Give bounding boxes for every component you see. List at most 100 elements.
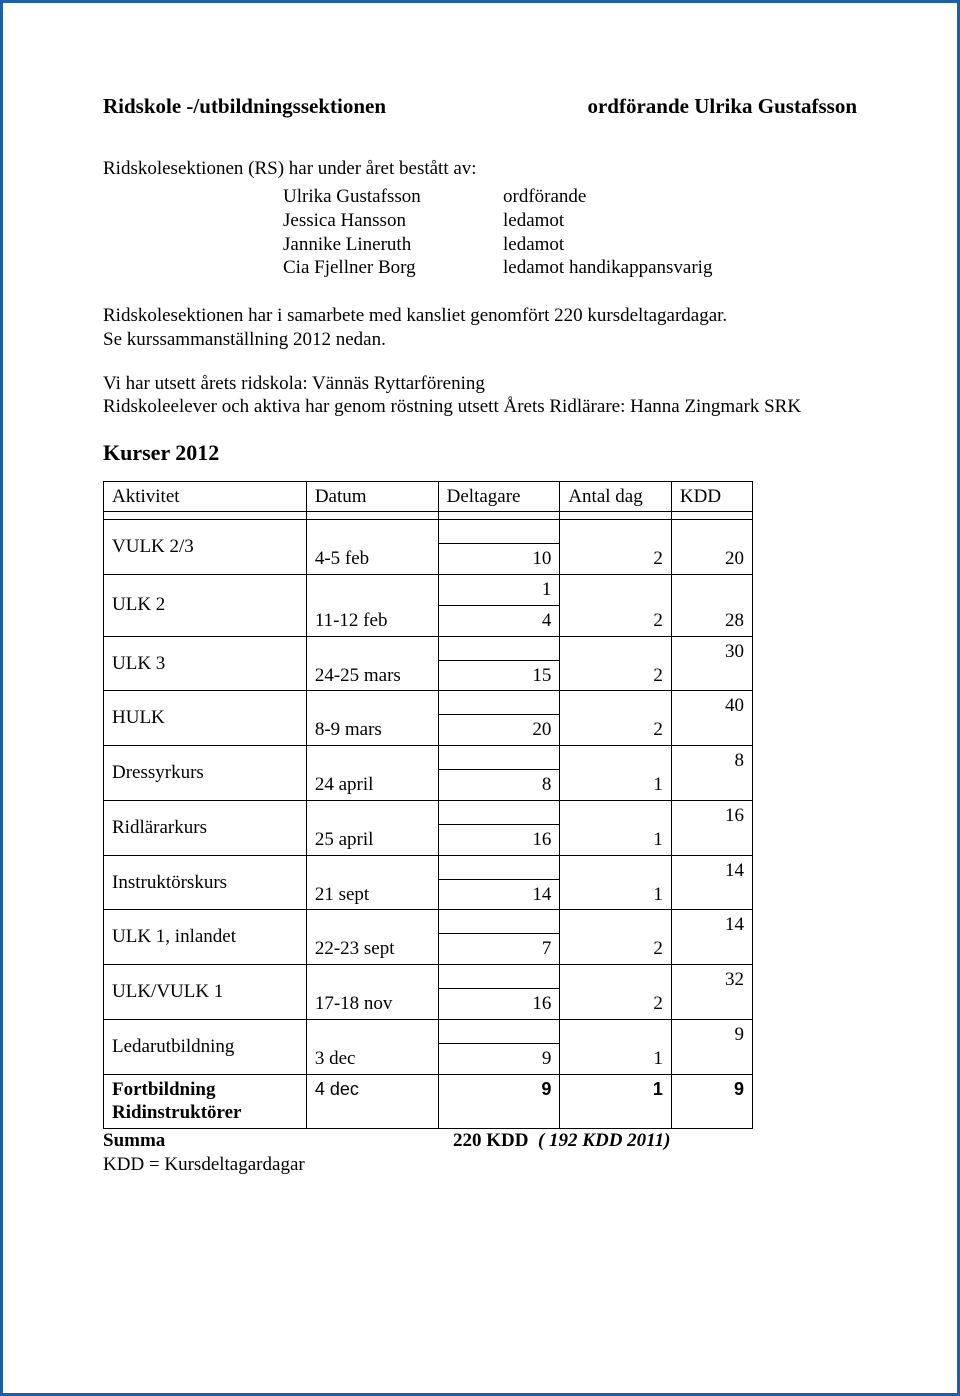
- cell-antal: 1: [560, 1019, 672, 1074]
- para2-line1: Vi har utsett årets ridskola: Vännäs Ryt…: [103, 373, 485, 394]
- summa-row: Summa 220 KDD ( 192 KDD 2011): [103, 1129, 753, 1153]
- cell-deltagare-top: [438, 1019, 560, 1043]
- cell-kdd: 30: [671, 636, 752, 691]
- cell-activity: ULK 2: [104, 575, 307, 637]
- table-row: VULK 2/3 4-5 feb 2 20: [104, 520, 753, 544]
- spacer-row: [104, 512, 753, 520]
- table-row: Dressyrkurs 24 april 1 8: [104, 746, 753, 770]
- document-page: Ridskole -/utbildningssektionen ordföran…: [0, 0, 960, 1396]
- para2-line2: Ridskoleelever och aktiva har genom röst…: [103, 396, 801, 417]
- col-kdd: KDD: [671, 481, 752, 512]
- cell-deltagare-top: [438, 855, 560, 879]
- title-left: Ridskole -/utbildningssektionen: [103, 93, 386, 119]
- last-activity-l2: Ridinstruktörer: [112, 1102, 241, 1123]
- cell-date: 24-25 mars: [306, 636, 438, 691]
- cell-antal: 1: [560, 800, 672, 855]
- cell-date: 4-5 feb: [306, 520, 438, 575]
- cell-deltagare-bot: 8: [438, 770, 560, 801]
- member-row: Jannike Lineruth ledamot: [283, 233, 712, 257]
- paragraph-2: Vi har utsett årets ridskola: Vännäs Ryt…: [103, 372, 857, 420]
- cell-antal: 2: [560, 965, 672, 1020]
- cell-date: 21 sept: [306, 855, 438, 910]
- cell-date: 3 dec: [306, 1019, 438, 1074]
- member-name: Ulrika Gustafsson: [283, 185, 503, 209]
- cell-deltagare: 9: [438, 1074, 560, 1129]
- cell-antal: 2: [560, 575, 672, 637]
- cell-kdd: 20: [671, 520, 752, 575]
- cell-deltagare-top: [438, 636, 560, 660]
- cell-antal: 2: [560, 910, 672, 965]
- table-row: ULK/VULK 1 17-18 nov 2 32: [104, 965, 753, 989]
- cell-date: 17-18 nov: [306, 965, 438, 1020]
- cell-activity: Dressyrkurs: [104, 746, 307, 801]
- cell-antal: 1: [560, 746, 672, 801]
- table-header-row: Aktivitet Datum Deltagare Antal dag KDD: [104, 481, 753, 512]
- cell-deltagare-bot: 7: [438, 934, 560, 965]
- cell-activity: Ledarutbildning: [104, 1019, 307, 1074]
- cell-activity: Fortbildning Ridinstruktörer: [104, 1074, 307, 1129]
- course-table: Aktivitet Datum Deltagare Antal dag KDD …: [103, 481, 753, 1130]
- cell-deltagare-bot: 10: [438, 544, 560, 575]
- para1-line2: Se kurssammanställning 2012 nedan.: [103, 329, 386, 350]
- member-row: Ulrika Gustafsson ordförande: [283, 185, 712, 209]
- cell-activity: Instruktörskurs: [104, 855, 307, 910]
- cell-deltagare-bot: 9: [438, 1043, 560, 1074]
- cell-date: 11-12 feb: [306, 575, 438, 637]
- table-row: Ridlärarkurs 25 april 1 16: [104, 800, 753, 824]
- cell-activity: ULK 3: [104, 636, 307, 691]
- cell-date: 4 dec: [306, 1074, 438, 1129]
- member-role: ledamot: [503, 209, 712, 233]
- cell-kdd: 16: [671, 800, 752, 855]
- member-name: Cia Fjellner Borg: [283, 256, 503, 280]
- summa-value: 220 KDD: [453, 1129, 528, 1153]
- cell-activity: Ridlärarkurs: [104, 800, 307, 855]
- cell-deltagare-top: [438, 520, 560, 544]
- last-activity-l1: Fortbildning: [112, 1079, 215, 1100]
- table-row-last: Fortbildning Ridinstruktörer 4 dec 9 1 9: [104, 1074, 753, 1129]
- cell-kdd: 14: [671, 855, 752, 910]
- cell-antal: 2: [560, 691, 672, 746]
- page-title-row: Ridskole -/utbildningssektionen ordföran…: [103, 93, 857, 119]
- summa-prev: ( 192 KDD 2011): [538, 1129, 670, 1153]
- col-aktivitet: Aktivitet: [104, 481, 307, 512]
- cell-deltagare-top: [438, 910, 560, 934]
- table-row: HULK 8-9 mars 2 40: [104, 691, 753, 715]
- table-row: Instruktörskurs 21 sept 1 14: [104, 855, 753, 879]
- cell-kdd: 8: [671, 746, 752, 801]
- cell-antal: 2: [560, 636, 672, 691]
- cell-deltagare-bot: 14: [438, 879, 560, 910]
- table-row: Ledarutbildning 3 dec 1 9: [104, 1019, 753, 1043]
- cell-kdd: 40: [671, 691, 752, 746]
- member-row: Cia Fjellner Borg ledamot handikappansva…: [283, 256, 712, 280]
- summa-label: Summa: [103, 1129, 453, 1153]
- members-table: Ulrika Gustafsson ordförande Jessica Han…: [283, 185, 712, 280]
- cell-deltagare-bot: 16: [438, 824, 560, 855]
- cell-activity: HULK: [104, 691, 307, 746]
- courses-heading: Kurser 2012: [103, 439, 857, 467]
- cell-deltagare-bot: 15: [438, 660, 560, 691]
- paragraph-1: Ridskolesektionen har i samarbete med ka…: [103, 304, 857, 352]
- cell-activity: ULK/VULK 1: [104, 965, 307, 1020]
- cell-deltagare-bot: 16: [438, 989, 560, 1020]
- cell-deltagare-top: [438, 691, 560, 715]
- cell-date: 22-23 sept: [306, 910, 438, 965]
- col-deltagare: Deltagare: [438, 481, 560, 512]
- member-role: ledamot: [503, 233, 712, 257]
- cell-antal: 1: [560, 855, 672, 910]
- member-name: Jannike Lineruth: [283, 233, 503, 257]
- cell-deltagare-bot: 4: [438, 605, 560, 636]
- col-datum: Datum: [306, 481, 438, 512]
- cell-deltagare-top: 1: [438, 575, 560, 606]
- cell-deltagare-top: [438, 965, 560, 989]
- title-right: ordförande Ulrika Gustafsson: [587, 93, 857, 119]
- member-role: ordförande: [503, 185, 712, 209]
- cell-kdd: 32: [671, 965, 752, 1020]
- cell-date: 25 april: [306, 800, 438, 855]
- member-role: ledamot handikappansvarig: [503, 256, 712, 280]
- cell-deltagare-bot: 20: [438, 715, 560, 746]
- cell-deltagare-top: [438, 800, 560, 824]
- member-name: Jessica Hansson: [283, 209, 503, 233]
- table-row: ULK 3 24-25 mars 2 30: [104, 636, 753, 660]
- intro-text: Ridskolesektionen (RS) har under året be…: [103, 157, 857, 181]
- col-antal-dag: Antal dag: [560, 481, 672, 512]
